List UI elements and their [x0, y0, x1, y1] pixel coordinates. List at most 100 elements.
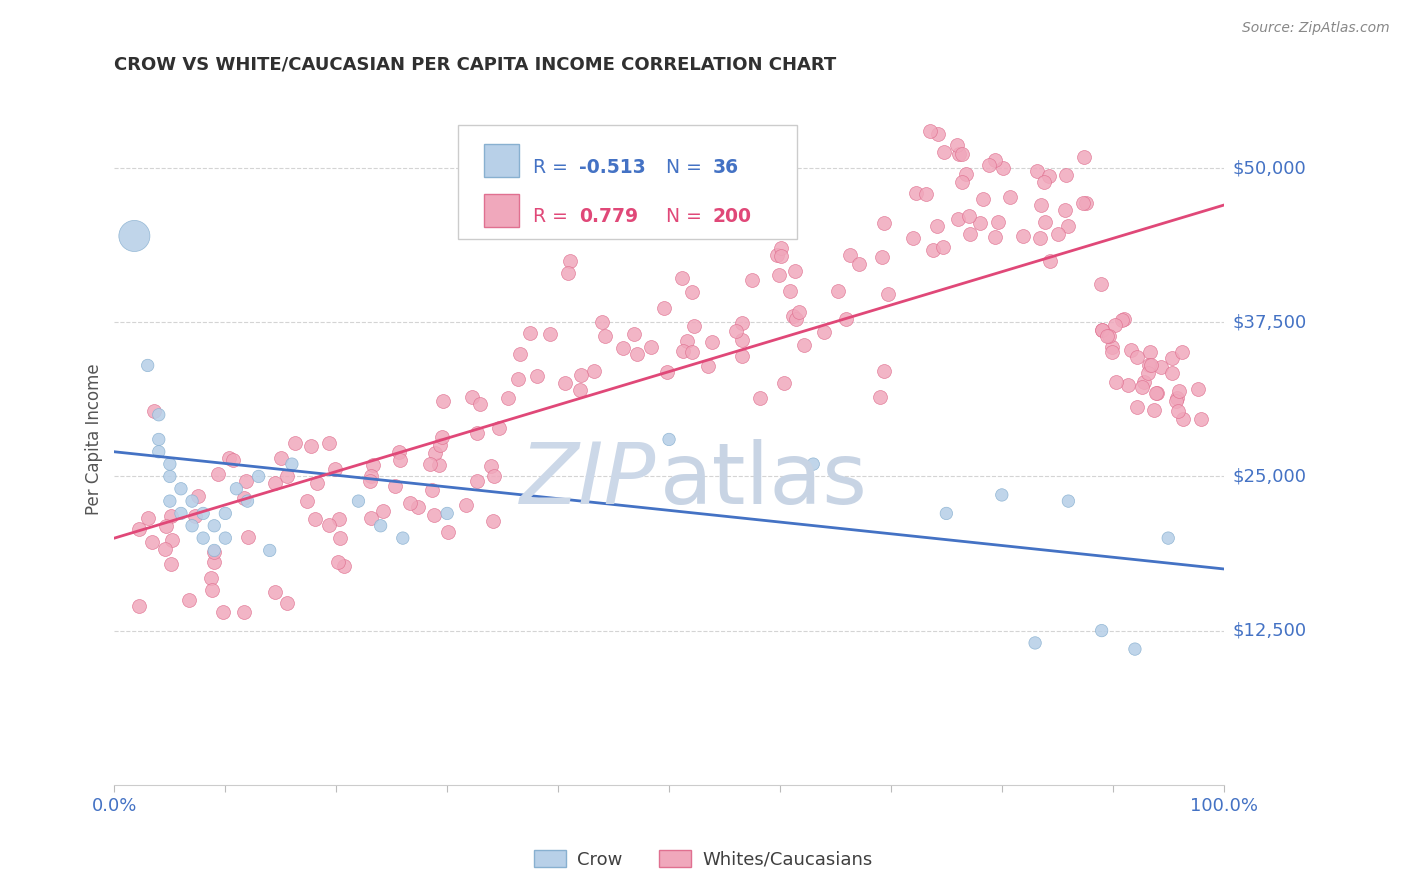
Point: [1053, 202, 1076, 217]
Point: [422, 483, 444, 497]
Point: [232, 491, 254, 505]
Point: [479, 458, 502, 473]
Point: [211, 605, 233, 619]
Point: [419, 458, 441, 472]
Point: [191, 531, 214, 545]
Text: ZIP: ZIP: [519, 440, 655, 523]
Point: [232, 605, 254, 619]
Point: [307, 475, 329, 490]
Point: [160, 558, 183, 572]
Point: [259, 543, 281, 558]
Point: [214, 531, 236, 545]
Point: [991, 161, 1014, 175]
Point: [326, 555, 349, 569]
Point: [935, 507, 957, 521]
Point: [128, 599, 150, 614]
Point: [148, 444, 170, 458]
Point: [1039, 253, 1062, 268]
Point: [979, 158, 1001, 172]
Point: [141, 535, 163, 549]
Point: [1119, 343, 1142, 357]
Point: [568, 383, 591, 397]
Point: [236, 530, 259, 544]
Point: [955, 167, 977, 181]
Point: [1143, 403, 1166, 417]
Point: [509, 347, 531, 361]
Point: [1029, 231, 1052, 245]
Point: [392, 531, 415, 545]
Point: [153, 541, 176, 556]
Legend: Crow, Whites/Caucasians: Crow, Whites/Caucasians: [527, 843, 879, 876]
Point: [202, 543, 225, 558]
Text: N =: N =: [665, 207, 707, 226]
Point: [488, 421, 510, 435]
Point: [945, 138, 967, 153]
Point: [1139, 345, 1161, 359]
Point: [160, 533, 183, 547]
Point: [465, 474, 488, 488]
Point: [1126, 400, 1149, 414]
Point: [136, 359, 159, 373]
Point: [1090, 323, 1112, 337]
Point: [1146, 386, 1168, 401]
Point: [1071, 196, 1094, 211]
Point: [225, 482, 247, 496]
Point: [1046, 227, 1069, 241]
Point: [202, 545, 225, 559]
Point: [263, 585, 285, 599]
Point: [1144, 386, 1167, 401]
Point: [1105, 375, 1128, 389]
Point: [957, 209, 980, 223]
Point: [482, 468, 505, 483]
Point: [1111, 312, 1133, 326]
Point: [700, 334, 723, 349]
Point: [560, 253, 582, 268]
Point: [793, 338, 815, 352]
Point: [318, 436, 340, 450]
Point: [1091, 323, 1114, 337]
Point: [235, 474, 257, 488]
Point: [671, 270, 693, 285]
Point: [304, 512, 326, 526]
Point: [128, 522, 150, 536]
Point: [187, 489, 209, 503]
Point: [432, 394, 454, 409]
Text: CROW VS WHITE/CAUCASIAN PER CAPITA INCOME CORRELATION CHART: CROW VS WHITE/CAUCASIAN PER CAPITA INCOM…: [114, 55, 837, 73]
Point: [801, 457, 824, 471]
Point: [247, 469, 270, 483]
Point: [848, 257, 870, 271]
Bar: [484, 194, 519, 227]
Point: [1033, 214, 1056, 228]
Point: [281, 457, 304, 471]
Point: [749, 391, 772, 405]
Point: [1090, 277, 1112, 291]
Point: [1166, 391, 1188, 405]
Point: [697, 359, 720, 373]
Point: [429, 438, 451, 452]
Point: [1101, 340, 1123, 354]
Point: [1024, 636, 1046, 650]
Point: [384, 479, 406, 493]
Point: [170, 507, 193, 521]
Point: [207, 467, 229, 482]
Point: [991, 488, 1014, 502]
Point: [1073, 150, 1095, 164]
Point: [263, 476, 285, 491]
Point: [591, 315, 613, 329]
Point: [470, 397, 492, 411]
Point: [658, 433, 681, 447]
Point: [1076, 196, 1098, 211]
Point: [655, 366, 678, 380]
Point: [984, 230, 1007, 244]
Point: [155, 519, 177, 533]
Point: [370, 518, 392, 533]
Point: [170, 482, 193, 496]
Point: [236, 494, 259, 508]
Point: [623, 327, 645, 342]
Point: [276, 469, 298, 483]
Point: [920, 124, 942, 138]
Point: [270, 451, 292, 466]
Point: [184, 508, 207, 523]
Point: [148, 408, 170, 422]
Point: [519, 326, 541, 340]
